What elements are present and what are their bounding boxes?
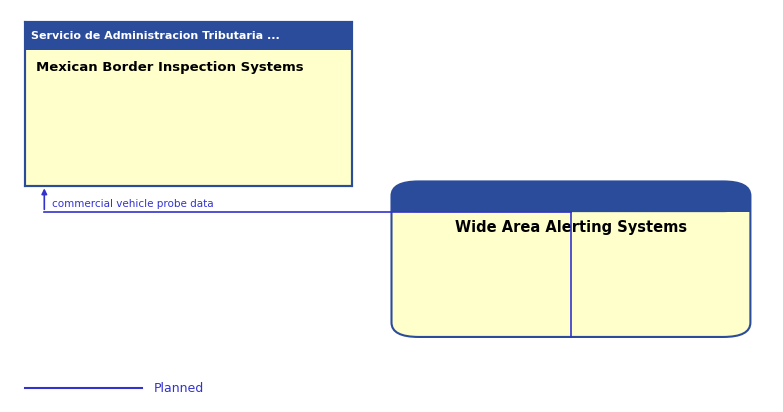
Text: Planned: Planned bbox=[153, 382, 204, 395]
Text: Mexican Border Inspection Systems: Mexican Border Inspection Systems bbox=[37, 61, 304, 74]
Text: Servicio de Administracion Tributaria ...: Servicio de Administracion Tributaria ..… bbox=[31, 31, 280, 41]
FancyBboxPatch shape bbox=[392, 181, 750, 337]
Text: Wide Area Alerting Systems: Wide Area Alerting Systems bbox=[455, 220, 687, 235]
Bar bbox=[25, 22, 352, 185]
Bar bbox=[25, 22, 352, 51]
FancyBboxPatch shape bbox=[392, 181, 750, 212]
Text: commercial vehicle probe data: commercial vehicle probe data bbox=[52, 199, 214, 209]
Bar bbox=[392, 195, 750, 212]
